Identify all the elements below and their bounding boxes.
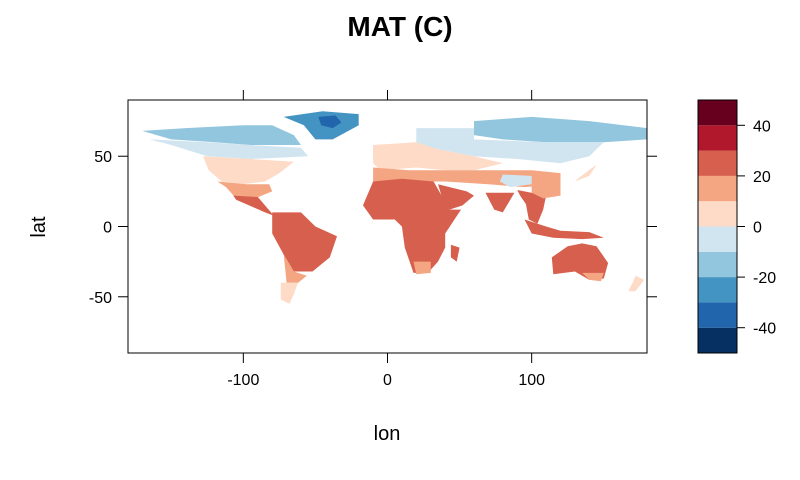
land-patagonia xyxy=(280,282,299,304)
land-central-america xyxy=(233,195,277,217)
land-north-america-south xyxy=(217,181,273,199)
axis-ticks: -100 0 100 -50 0 50 xyxy=(89,90,657,389)
x-tick-label: -100 xyxy=(227,372,259,389)
colorbar-swatch xyxy=(698,175,737,202)
colorbar-swatch xyxy=(698,277,737,303)
map-land-layer xyxy=(142,111,647,304)
land-europe-temperate xyxy=(373,142,503,171)
land-africa-south xyxy=(413,261,431,275)
land-japan xyxy=(574,164,597,182)
chart-title: MAT (C) xyxy=(347,11,452,42)
x-tick-label: 0 xyxy=(383,372,392,389)
y-tick-label: -50 xyxy=(89,290,112,307)
colorbar-swatch xyxy=(698,125,737,151)
colorbar-swatch xyxy=(698,226,737,252)
y-tick-label: 0 xyxy=(103,220,112,237)
x-axis-label: lon xyxy=(374,423,401,445)
colorbar-tick-label: 40 xyxy=(753,118,771,135)
colorbar: -40 -20 0 20 40 xyxy=(697,99,776,354)
y-axis-label: lat xyxy=(28,216,50,238)
land-eurasia-boreal xyxy=(416,128,604,164)
land-north-america-arctic xyxy=(142,125,301,145)
land-australia xyxy=(551,243,609,280)
land-southeast-asia xyxy=(517,190,547,224)
colorbar-tick-label: 0 xyxy=(753,220,762,237)
land-eurasia-arctic xyxy=(474,116,647,143)
land-south-america-north xyxy=(272,212,337,272)
x-tick-label: 100 xyxy=(518,372,545,389)
land-australia-south xyxy=(582,272,604,282)
land-south-america-south xyxy=(283,254,307,283)
colorbar-swatch xyxy=(698,327,737,353)
colorbar-swatch xyxy=(698,201,737,227)
land-india xyxy=(485,192,515,213)
land-madagascar xyxy=(450,244,460,262)
land-new-zealand xyxy=(628,275,645,292)
land-south-china xyxy=(531,184,561,199)
colorbar-tick-label: -20 xyxy=(753,270,776,287)
land-north-america-boreal xyxy=(149,139,309,159)
land-africa xyxy=(363,178,461,273)
land-arabia xyxy=(438,184,474,210)
colorbar-swatch xyxy=(698,302,737,328)
y-tick-label: 50 xyxy=(94,149,112,166)
land-greenland-ice xyxy=(318,115,342,129)
colorbar-tick-label: 20 xyxy=(753,169,771,186)
colorbar-swatch xyxy=(698,100,737,126)
colorbar-swatch xyxy=(698,251,737,278)
land-tibet xyxy=(499,174,532,188)
colorbar-swatch xyxy=(698,150,737,176)
land-indonesia xyxy=(524,219,604,240)
colorbar-tick-label: -40 xyxy=(753,321,776,338)
land-north-america-temperate xyxy=(203,156,294,185)
